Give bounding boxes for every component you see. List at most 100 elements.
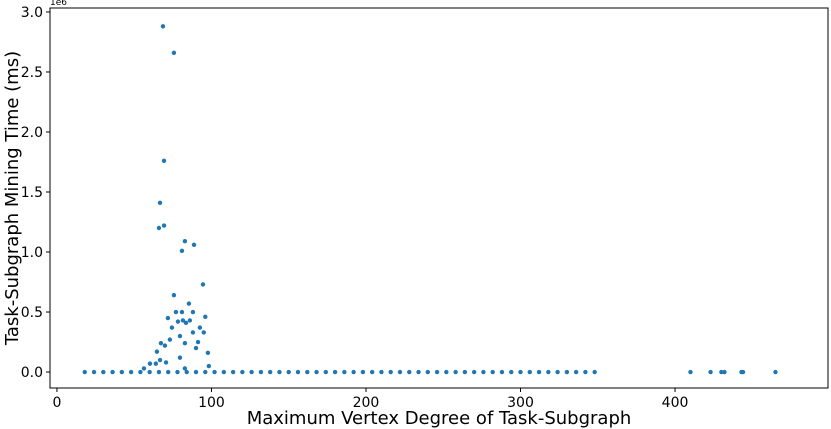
point <box>277 369 282 375</box>
point <box>249 369 254 375</box>
point <box>184 369 189 375</box>
point <box>182 341 188 346</box>
point <box>453 369 458 375</box>
point <box>195 339 201 345</box>
point <box>160 24 166 29</box>
point <box>173 309 179 315</box>
point <box>163 360 169 365</box>
point <box>369 369 375 375</box>
point <box>240 369 245 375</box>
point <box>153 361 159 366</box>
point <box>182 366 188 371</box>
point <box>180 318 186 323</box>
point <box>193 369 199 375</box>
y-tick-label: 2.5 <box>21 65 43 81</box>
point <box>191 242 197 248</box>
point <box>179 309 185 315</box>
point <box>573 369 579 375</box>
point <box>179 248 185 254</box>
point <box>156 369 162 375</box>
point <box>177 355 183 360</box>
plot-frame <box>49 7 829 389</box>
point <box>688 369 693 375</box>
point <box>295 369 301 375</box>
y-tick-label: 2.0 <box>21 125 43 141</box>
point <box>158 341 164 346</box>
point <box>171 293 177 298</box>
y-tick-label: 3.0 <box>21 5 43 21</box>
point <box>351 369 356 375</box>
point <box>471 369 477 375</box>
point <box>141 366 147 371</box>
x-axis-label: Maximum Vertex Degree of Task-Subgraph <box>247 408 632 429</box>
point <box>147 361 153 366</box>
point <box>165 315 171 321</box>
point <box>156 225 162 231</box>
x-tick-label: 100 <box>198 395 225 411</box>
point <box>286 369 291 375</box>
y-tick-label: 0.5 <box>21 305 43 321</box>
point <box>167 337 173 342</box>
point <box>166 369 171 375</box>
x-tick-label: 400 <box>662 395 689 411</box>
point <box>536 369 542 375</box>
y-tick-label: 0.0 <box>21 365 43 381</box>
point <box>462 369 468 375</box>
point <box>161 158 167 163</box>
point <box>154 349 160 354</box>
point <box>314 369 319 375</box>
point <box>190 309 196 315</box>
point <box>342 369 347 375</box>
point <box>193 345 199 351</box>
point <box>444 369 449 375</box>
point <box>221 369 227 375</box>
point <box>230 369 236 375</box>
point <box>171 50 177 55</box>
point <box>138 369 143 375</box>
point <box>360 369 366 375</box>
y-axis-label: Task-Subgraph Mining Time (ms) <box>2 51 23 346</box>
point <box>546 369 551 375</box>
point <box>323 369 329 375</box>
point <box>397 369 403 375</box>
point <box>490 369 495 375</box>
point <box>177 333 183 339</box>
point <box>161 223 167 228</box>
point <box>388 369 393 375</box>
point <box>773 369 778 375</box>
point <box>332 369 338 375</box>
point <box>212 369 217 375</box>
x-tick-label: 200 <box>353 395 380 411</box>
point <box>592 369 597 375</box>
point <box>555 369 560 375</box>
point <box>205 350 211 356</box>
point <box>481 369 486 375</box>
point <box>583 369 588 375</box>
point <box>190 330 196 335</box>
point <box>267 369 273 375</box>
point <box>183 320 189 326</box>
point <box>425 369 430 375</box>
point <box>206 363 212 369</box>
point <box>110 369 115 375</box>
point <box>407 369 412 375</box>
point <box>305 369 310 375</box>
point <box>186 301 192 306</box>
point <box>82 369 87 375</box>
point <box>197 325 203 330</box>
point <box>187 318 193 323</box>
point <box>258 369 264 375</box>
point <box>128 369 134 375</box>
y-tick-label: 1.0 <box>21 245 43 261</box>
point <box>101 369 106 375</box>
point <box>200 282 206 287</box>
point <box>509 369 514 375</box>
point <box>91 369 97 375</box>
point <box>119 369 125 375</box>
point <box>740 369 746 375</box>
point <box>169 325 175 330</box>
point <box>162 343 168 348</box>
point <box>416 369 421 375</box>
point <box>722 369 727 375</box>
